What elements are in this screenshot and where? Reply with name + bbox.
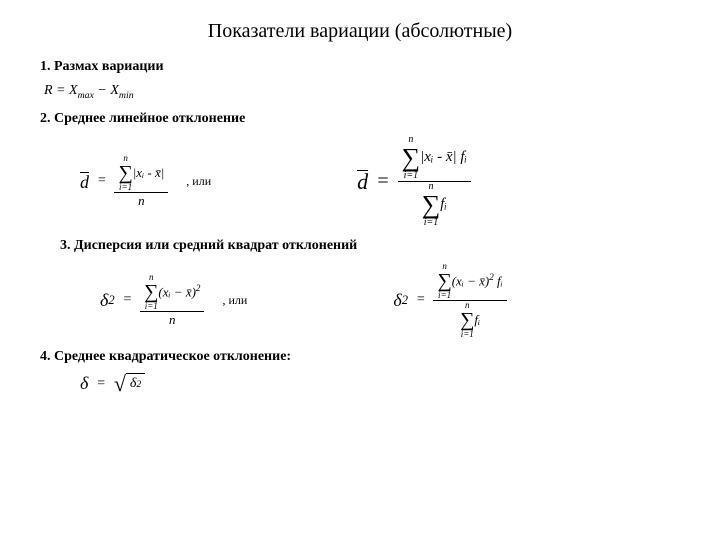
eq-1: = [97, 173, 106, 189]
eq-5: = [96, 376, 105, 392]
std-dev-row: δ = √ δ2 [80, 373, 680, 395]
page-title: Показатели вариации (абсолютные) [40, 20, 680, 43]
mean-linear-deviation-row: d = n ∑ i=1 |xᵢ - x̄| n , или d = n ∑ i=… [80, 135, 680, 228]
section-3-heading: 3. Дисперсия или средний квадрат отклоне… [60, 238, 680, 254]
body-4: (xᵢ − x̄)2 fᵢ [452, 272, 503, 289]
frac-4: n ∑ i=1 (xᵢ − x̄)2 fᵢ n ∑ i=1 fᵢ [433, 262, 506, 339]
den-body-2: fᵢ [440, 196, 447, 213]
eq-3: = [123, 292, 132, 308]
section-4-heading: 4. Среднее квадратическое отклонение: [40, 349, 680, 365]
section-2-heading: 2. Среднее линейное отклонение [40, 111, 680, 127]
sum-2-num: n ∑ i=1 [402, 135, 421, 181]
xmax-sub: max [78, 90, 94, 101]
frac-1: n ∑ i=1 |xᵢ - x̄| n [114, 154, 168, 209]
body-1: |xᵢ - x̄| [133, 165, 165, 181]
sqrt: √ δ2 [114, 373, 146, 395]
frac-3: n ∑ i=1 (xᵢ − x̄)2 n [140, 273, 204, 328]
eq-4: = [416, 292, 425, 308]
frac-2: n ∑ i=1 |xᵢ - x̄| fᵢ n ∑ i=1 fᵢ [398, 135, 471, 228]
range-lhs: R [44, 83, 53, 98]
den-3: n [165, 312, 180, 328]
sum-4-num: n ∑ i=1 [437, 262, 451, 300]
d-bar-1: d [80, 172, 89, 191]
delta: δ [80, 373, 88, 394]
eq-2: = [376, 170, 390, 193]
xmin: X [110, 83, 119, 98]
xmax: X [69, 83, 78, 98]
d-bar-2: d [357, 170, 368, 193]
sum-1: n ∑ i=1 [118, 154, 132, 192]
section-1-heading: 1. Размах вариации [40, 59, 680, 75]
xmin-sub: min [119, 90, 134, 101]
eq: = [53, 83, 69, 98]
or-text-2: , или [222, 293, 247, 308]
or-text-1: , или [186, 174, 211, 189]
dispersion-row: δ2 = n ∑ i=1 (xᵢ − x̄)2 n , или δ2 = n ∑… [100, 262, 680, 339]
delta2-1: δ2 [100, 290, 115, 311]
den-body-4: fᵢ [474, 312, 480, 328]
body-2: |xᵢ - x̄| fᵢ [420, 149, 467, 166]
sum-2-den: n ∑ i=1 [422, 182, 441, 228]
delta2-2: δ2 [393, 290, 408, 311]
minus: − [94, 83, 110, 98]
sum-3: n ∑ i=1 [144, 273, 158, 311]
sum-4-den: n ∑ i=1 [460, 301, 474, 339]
range-formula: R = Xmax − Xmin [44, 83, 680, 101]
body-3: (xᵢ − x̄)2 [158, 283, 200, 300]
den-1: n [134, 193, 149, 209]
